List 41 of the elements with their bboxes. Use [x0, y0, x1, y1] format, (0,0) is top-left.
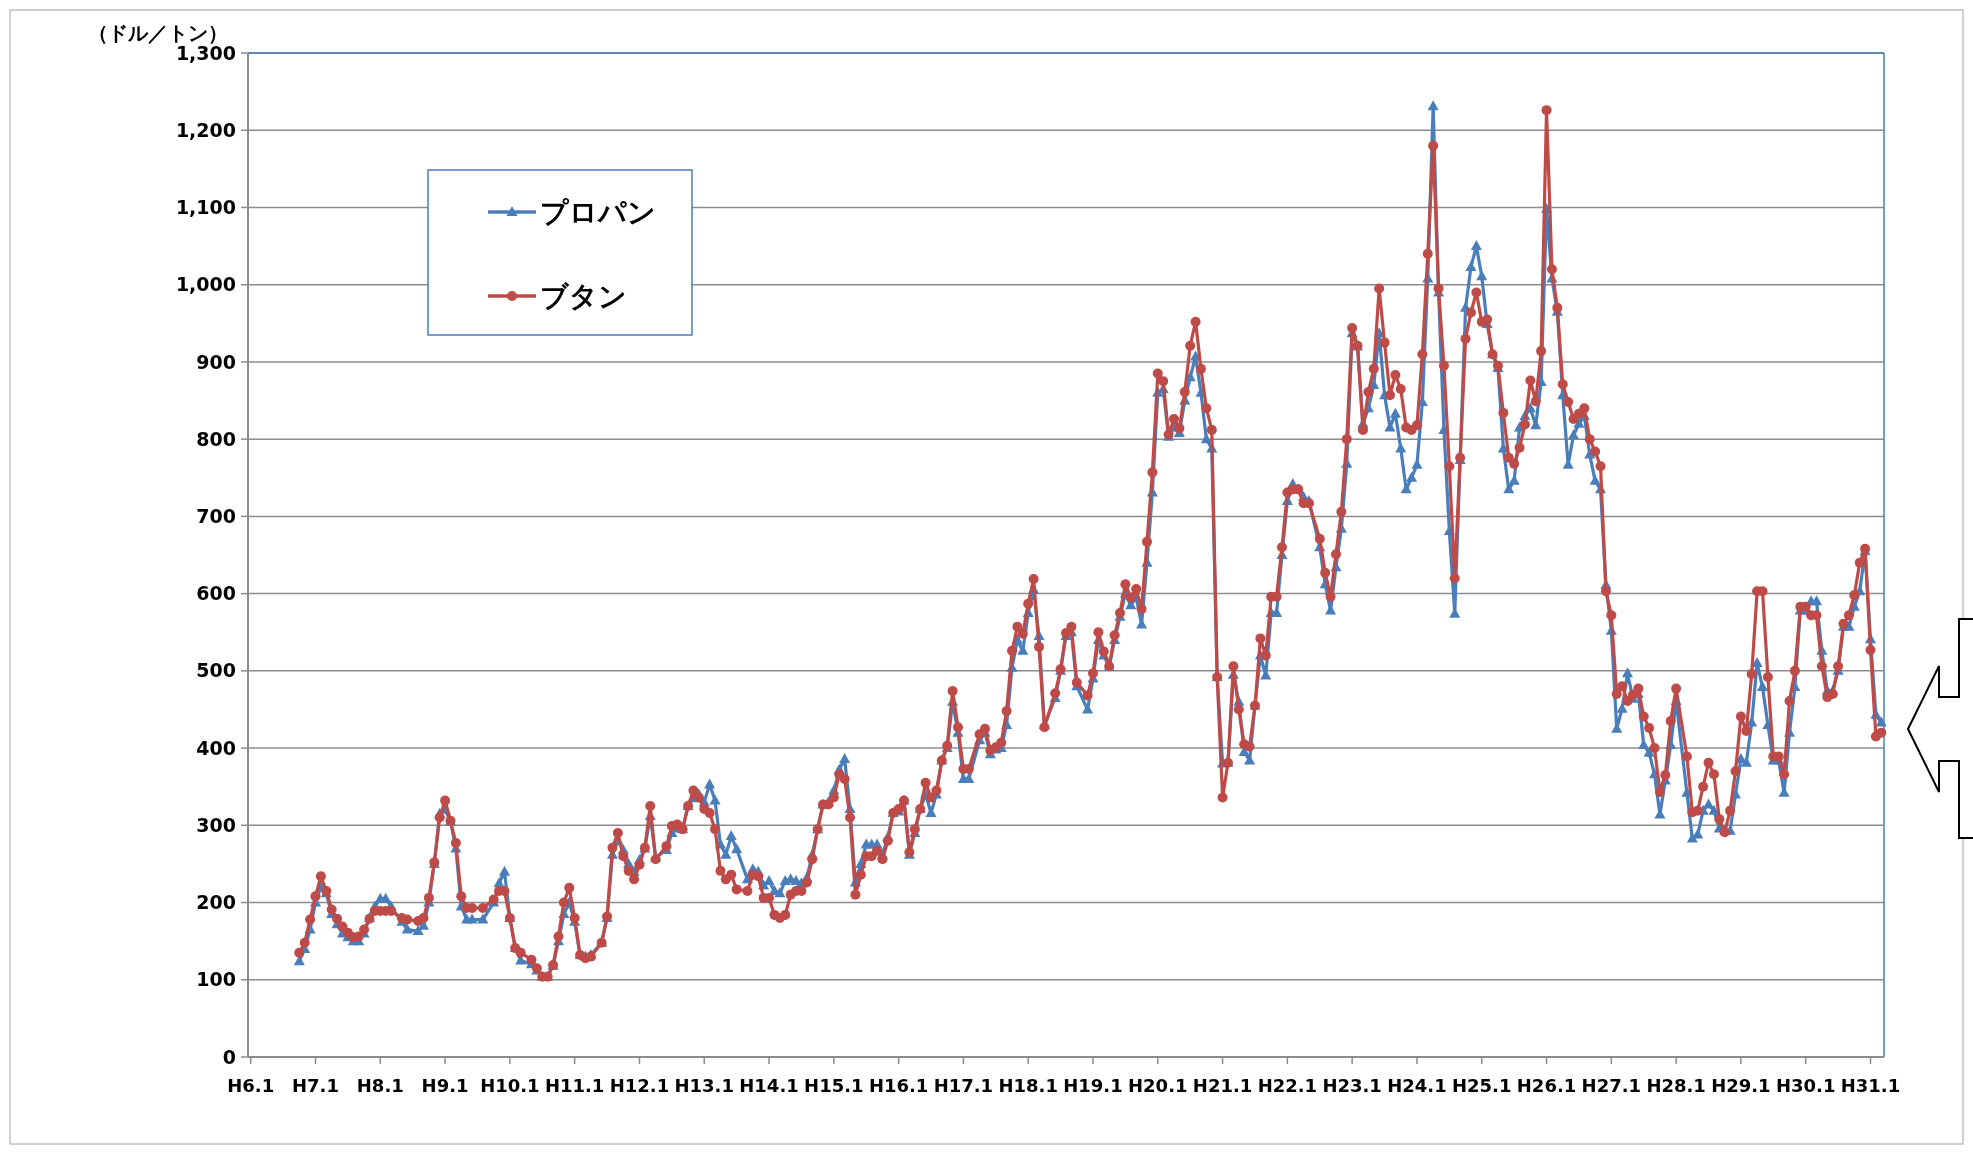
x-tick-label: H29.1	[1711, 1075, 1771, 1096]
x-tick-label: H20.1	[1128, 1075, 1188, 1096]
y-tick-label: 300	[196, 813, 236, 836]
x-tick-label: H22.1	[1257, 1075, 1318, 1096]
x-tick-label: H23.1	[1322, 1075, 1382, 1096]
x-tick-label: H14.1	[739, 1075, 799, 1096]
x-tick-label: H24.1	[1387, 1075, 1447, 1096]
x-tick-label: H8.1	[356, 1075, 404, 1096]
y-tick-label: 1,100	[175, 196, 236, 219]
y-tick-label: 600	[196, 582, 236, 605]
x-tick-label: H28.1	[1646, 1075, 1706, 1096]
y-tick-label: 0	[222, 1045, 236, 1068]
y-tick-label: 1,000	[175, 273, 236, 296]
legend-label: ブタン	[540, 279, 627, 313]
x-tick-label: H18.1	[998, 1075, 1058, 1096]
y-tick-label: 500	[196, 659, 236, 682]
x-tick-label: H6.1	[227, 1075, 275, 1096]
x-tick-label: H7.1	[292, 1075, 339, 1096]
x-tick-label: H27.1	[1581, 1075, 1642, 1096]
x-tick-label: H11.1	[544, 1075, 605, 1096]
x-tick-label: H10.1	[480, 1075, 540, 1096]
x-tick-label: H9.1	[421, 1075, 469, 1096]
x-tick-label: H17.1	[933, 1075, 994, 1096]
x-tick-label: H26.1	[1516, 1075, 1577, 1096]
y-tick-label: 400	[196, 736, 236, 759]
y-tick-label: 700	[196, 505, 236, 528]
x-tick-label: H15.1	[804, 1075, 864, 1096]
x-tick-label: H25.1	[1452, 1075, 1512, 1096]
x-tick-label: H16.1	[868, 1075, 929, 1096]
y-tick-label: 900	[196, 350, 236, 373]
x-tick-label: H19.1	[1063, 1075, 1123, 1096]
y-tick-label: 200	[196, 891, 236, 914]
x-tick-label: H13.1	[674, 1075, 734, 1096]
x-tick-label: H21.1	[1192, 1075, 1253, 1096]
y-tick-label: 1,200	[175, 118, 236, 141]
y-tick-label: 800	[196, 427, 236, 450]
x-tick-label: H30.1	[1775, 1075, 1836, 1096]
legend-label: プロパン	[540, 195, 656, 229]
y-tick-label: 100	[196, 968, 236, 991]
x-tick-label: H12.1	[609, 1075, 670, 1096]
x-tick-label: H31.1	[1840, 1075, 1901, 1096]
